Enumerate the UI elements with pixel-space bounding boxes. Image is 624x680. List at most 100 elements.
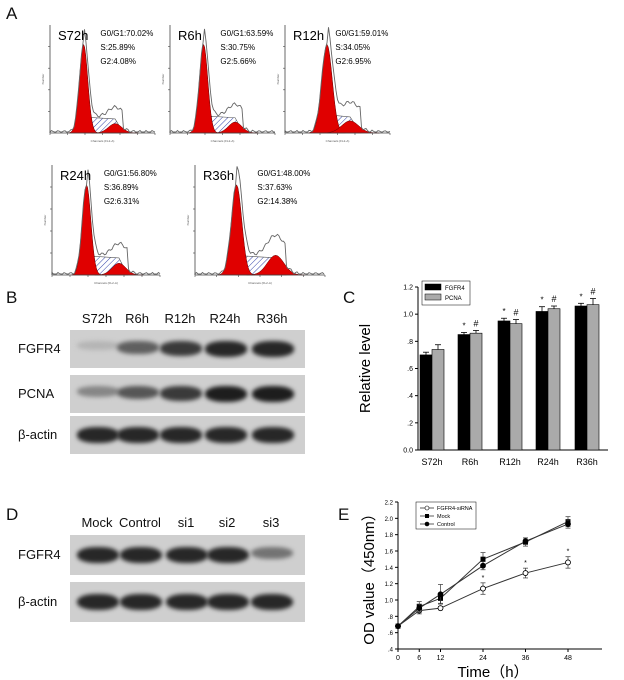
histogram-outline	[284, 27, 391, 133]
protein-band	[77, 594, 119, 611]
significance-marker: *	[579, 292, 582, 301]
lane-label: S72h	[81, 311, 113, 326]
blot-strip	[70, 375, 305, 413]
data-point	[395, 623, 401, 630]
bar-FGFR4	[457, 334, 471, 451]
blot-strip	[70, 535, 305, 575]
x-axis-label: Channels (FL2-A)	[248, 281, 272, 285]
y-tick-label: 1.2	[385, 582, 394, 588]
g2-stat: G2:6.31%	[104, 197, 140, 206]
x-tick-label: 24	[479, 655, 487, 662]
y-axis-label: Number	[276, 74, 280, 85]
x-tick-label: 36	[522, 655, 530, 662]
blot-row-label: FGFR4	[18, 547, 61, 562]
legend-marker	[425, 514, 429, 518]
y-tick-label: 2.2	[385, 501, 394, 507]
flow-cytometry-histograms: S72h G0/G1:70.02% S:25.89% G2:4.08% Channels…	[41, 25, 391, 285]
x-tick-label: R36h	[576, 457, 598, 467]
y-tick-label: 1.8	[385, 533, 394, 539]
protein-band	[160, 427, 202, 443]
x-axis-label: Channels (FL2-A)	[91, 139, 115, 143]
bar-PCNA	[431, 349, 445, 451]
protein-band	[77, 547, 119, 564]
protein-band	[205, 427, 247, 443]
protein-band	[77, 386, 119, 398]
g0g1-stat: G0/G1:59.01%	[335, 29, 388, 38]
y-tick-label: .8	[388, 615, 394, 621]
protein-band	[77, 427, 119, 443]
significance-marker: *	[502, 307, 505, 316]
legend-swatch	[424, 283, 442, 291]
y-tick-label: 1.6	[385, 550, 394, 556]
significance-marker: #	[473, 318, 478, 328]
legend-label: Control	[437, 522, 455, 528]
x-tick-label: S72h	[421, 457, 442, 467]
protein-band	[205, 341, 247, 357]
s-stat: S:25.89%	[100, 43, 135, 52]
g2-stat: G2:6.95%	[335, 57, 371, 66]
significance-marker: *	[462, 322, 465, 331]
s-stat: S:34.05%	[335, 43, 370, 52]
protein-band	[120, 547, 162, 564]
data-point	[565, 559, 571, 566]
x-axis-label: Time（h）	[457, 664, 528, 680]
data-point	[565, 521, 571, 527]
panel-label-e: E	[338, 505, 350, 524]
histogram-outline	[169, 28, 275, 133]
y-axis-label: Relative level	[357, 324, 374, 413]
bar-FGFR4	[419, 354, 433, 451]
bar-FGFR4	[574, 305, 588, 451]
g2-stat: G2:14.38%	[257, 197, 297, 206]
g0g1-stat: G0/G1:56.80%	[104, 169, 157, 178]
g0g1-stat: G0/G1:48.00%	[257, 169, 310, 178]
y-tick-label: .8	[407, 339, 413, 346]
g0g1-stat: G0/G1:70.02%	[100, 29, 153, 38]
blot-strip	[70, 582, 305, 622]
s-stat: S:37.63%	[257, 183, 292, 192]
legend-marker	[424, 505, 430, 511]
significance-marker: #	[551, 294, 556, 304]
protein-band	[251, 547, 293, 560]
x-tick-label: R24h	[537, 457, 559, 467]
lane-label: si3	[262, 515, 280, 530]
g0g1-stat: G0/G1:63.59%	[220, 29, 273, 38]
protein-band	[160, 386, 202, 401]
lane-label: Mock	[81, 515, 113, 530]
histogram-R12h: R12h G0/G1:59.01% S:34.05% G2:6.95% Channels…	[276, 25, 391, 143]
blot-row-label: β-actin	[18, 427, 58, 442]
y-tick-label: .4	[388, 648, 394, 654]
significance-marker: *	[524, 560, 527, 567]
blot-strip	[70, 330, 305, 368]
significance-marker: #	[513, 308, 518, 318]
x-tick-label: R12h	[499, 457, 521, 467]
y-tick-label: .6	[407, 366, 413, 373]
protein-band	[117, 386, 159, 400]
histogram-R24h: R24h G0/G1:56.80% S:36.89% G2:6.31% Channels…	[43, 165, 161, 285]
y-tick-label: 1.2	[403, 285, 413, 292]
data-point	[416, 605, 423, 612]
line-Control	[397, 523, 569, 627]
blot-row-label: PCNA	[18, 386, 55, 401]
g2-stat: G2:5.66%	[220, 57, 256, 66]
legend-label: Mock	[437, 514, 450, 520]
data-point	[522, 538, 529, 545]
lane-label: Control	[119, 515, 161, 530]
g2-stat: G2:4.08%	[100, 57, 136, 66]
y-tick-label: .4	[407, 393, 413, 400]
lane-label: R36h	[256, 311, 288, 326]
protein-band	[166, 547, 208, 564]
panel-label-b: B	[6, 288, 18, 307]
y-tick-label: 2.0	[385, 517, 394, 523]
blot-row-label: FGFR4	[18, 341, 61, 356]
y-tick-label: .6	[388, 631, 394, 637]
legend-swatch	[424, 293, 442, 301]
protein-band	[160, 341, 202, 356]
y-axis-label: Number	[43, 215, 47, 226]
panel-label-c: C	[343, 288, 356, 307]
histogram-outline	[49, 29, 156, 133]
legend-marker	[424, 521, 430, 527]
s-stat: S:30.75%	[220, 43, 255, 52]
x-tick-label: 6	[417, 655, 421, 662]
x-tick-label: R6h	[462, 457, 479, 467]
